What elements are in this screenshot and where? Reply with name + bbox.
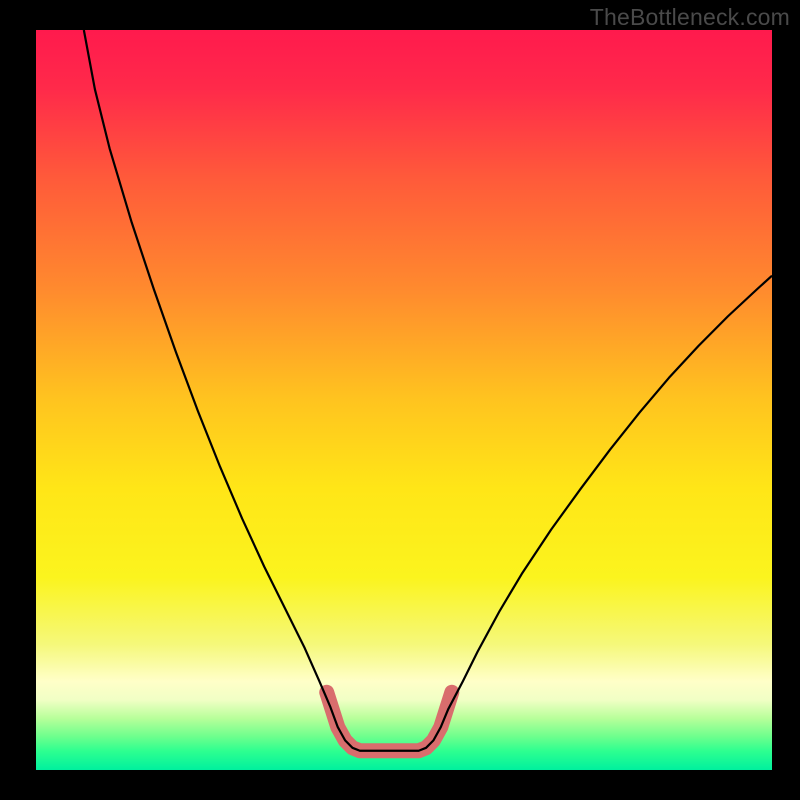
chart-stage: TheBottleneck.com (0, 0, 800, 800)
plot-background-gradient (36, 30, 772, 770)
watermark-text: TheBottleneck.com (590, 4, 790, 31)
bottleneck-v-curve-chart (0, 0, 800, 800)
